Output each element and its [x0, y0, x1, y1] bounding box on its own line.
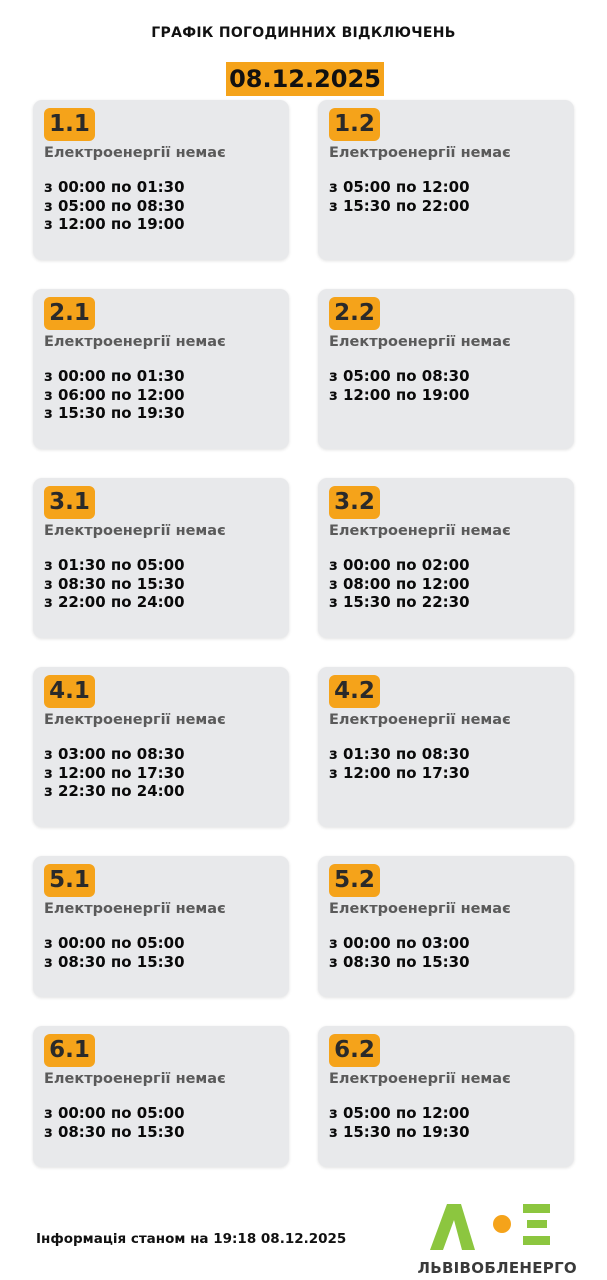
group-card-1.2: 1.2 Електроенергії немає з 05:00 по 12:0… — [318, 100, 574, 260]
outage-interval: з 01:30 по 05:00 — [44, 556, 185, 574]
group-badge: 2.2 — [329, 297, 380, 330]
outage-interval: з 00:00 по 01:30 — [44, 178, 185, 196]
group-card-3.2: 3.2 Електроенергії немає з 00:00 по 02:0… — [318, 478, 574, 638]
outage-interval: з 00:00 по 05:00 — [44, 1104, 185, 1122]
logo-text: ЛЬВІВОБЛЕНЕРГО — [417, 1259, 577, 1277]
outage-interval: з 22:00 по 24:00 — [44, 593, 185, 611]
power-status: Електроенергії немає — [44, 712, 226, 728]
outage-interval: з 00:00 по 02:00 — [329, 556, 470, 574]
group-badge: 3.2 — [329, 486, 380, 519]
group-card-6.1: 6.1 Електроенергії немає з 00:00 по 05:0… — [33, 1026, 289, 1167]
power-status: Електроенергії немає — [44, 523, 226, 539]
company-logo — [430, 1204, 550, 1250]
group-badge: 5.2 — [329, 864, 380, 897]
outage-interval: з 15:30 по 19:30 — [329, 1122, 470, 1141]
outage-interval: з 22:30 по 24:00 — [44, 782, 185, 800]
power-status: Електроенергії немає — [329, 901, 511, 917]
outage-interval: з 08:00 по 12:00 — [329, 574, 470, 593]
group-badge: 1.1 — [44, 108, 95, 141]
outage-times: з 00:00 по 05:00 з 08:30 по 15:30 — [44, 1104, 185, 1141]
outage-times: з 03:00 по 08:30 з 12:00 по 17:30 з 22:30 … — [44, 745, 185, 801]
outage-times: з 00:00 по 03:00 з 08:30 по 15:30 — [329, 934, 470, 971]
outage-interval: з 05:00 по 12:00 — [329, 178, 470, 196]
group-card-5.1: 5.1 Електроенергії немає з 00:00 по 05:0… — [33, 856, 289, 997]
outage-times: з 00:00 по 05:00 з 08:30 по 15:30 — [44, 934, 185, 971]
outage-interval: з 00:00 по 01:30 — [44, 367, 185, 385]
outage-interval: з 12:00 по 19:00 — [44, 215, 185, 233]
outage-interval: з 03:00 по 08:30 — [44, 745, 185, 763]
outage-times: з 00:00 по 02:00 з 08:00 по 12:00 з 15:30 … — [329, 556, 470, 612]
outage-times: з 01:30 по 05:00 з 08:30 по 15:30 з 22:00 … — [44, 556, 185, 612]
power-status: Електроенергії немає — [44, 1071, 226, 1087]
group-card-2.2: 2.2 Електроенергії немає з 05:00 по 08:3… — [318, 289, 574, 449]
group-card-6.2: 6.2 Електроенергії немає з 05:00 по 12:0… — [318, 1026, 574, 1167]
power-status: Електроенергії немає — [329, 712, 511, 728]
power-status: Електроенергії немає — [44, 334, 226, 350]
outage-times: з 05:00 по 12:00 з 15:30 по 22:00 — [329, 178, 470, 215]
group-badge: 6.2 — [329, 1034, 380, 1067]
outage-interval: з 08:30 по 15:30 — [329, 952, 470, 971]
outage-times: з 00:00 по 01:30 з 06:00 по 12:00 з 15:30 … — [44, 367, 185, 423]
group-card-3.1: 3.1 Електроенергії немає з 01:30 по 05:0… — [33, 478, 289, 638]
outage-times: з 05:00 по 12:00 з 15:30 по 19:30 — [329, 1104, 470, 1141]
group-badge: 6.1 — [44, 1034, 95, 1067]
outage-interval: з 08:30 по 15:30 — [44, 574, 185, 593]
page-title: ГРАФІК ПОГОДИННИХ ВІДКЛЮЧЕНЬ — [151, 25, 456, 41]
group-card-2.1: 2.1 Електроенергії немає з 00:00 по 01:3… — [33, 289, 289, 449]
group-badge: 2.1 — [44, 297, 95, 330]
date-badge: 08.12.2025 — [226, 62, 384, 96]
power-status: Електроенергії немає — [329, 1071, 511, 1087]
outage-interval: з 05:00 по 12:00 — [329, 1104, 470, 1122]
outage-interval: з 12:00 по 19:00 — [329, 385, 470, 404]
group-badge: 3.1 — [44, 486, 95, 519]
outage-interval: з 15:30 по 22:30 — [329, 593, 470, 611]
outage-interval: з 05:00 по 08:30 — [329, 367, 470, 385]
outage-interval: з 05:00 по 08:30 — [44, 196, 185, 215]
outage-interval: з 12:00 по 17:30 — [44, 763, 185, 782]
group-card-4.1: 4.1 Електроенергії немає з 03:00 по 08:3… — [33, 667, 289, 827]
power-status: Електроенергії немає — [329, 523, 511, 539]
outage-interval: з 15:30 по 22:00 — [329, 196, 470, 215]
outage-times: з 05:00 по 08:30 з 12:00 по 19:00 — [329, 367, 470, 404]
group-badge: 4.2 — [329, 675, 380, 708]
outage-interval: з 08:30 по 15:30 — [44, 952, 185, 971]
outage-interval: з 12:00 по 17:30 — [329, 763, 470, 782]
group-badge: 5.1 — [44, 864, 95, 897]
outage-interval: з 01:30 по 08:30 — [329, 745, 470, 763]
group-badge: 4.1 — [44, 675, 95, 708]
group-card-1.1: 1.1 Електроенергії немає з 00:00 по 01:3… — [33, 100, 289, 260]
group-card-4.2: 4.2 Електроенергії немає з 01:30 по 08:3… — [318, 667, 574, 827]
outage-interval: з 00:00 по 05:00 — [44, 934, 185, 952]
power-status: Електроенергії немає — [329, 334, 511, 350]
outage-times: з 01:30 по 08:30 з 12:00 по 17:30 — [329, 745, 470, 782]
outage-interval: з 00:00 по 03:00 — [329, 934, 470, 952]
outage-interval: з 08:30 по 15:30 — [44, 1122, 185, 1141]
outage-interval: з 15:30 по 19:30 — [44, 404, 185, 422]
group-card-5.2: 5.2 Електроенергії немає з 00:00 по 03:0… — [318, 856, 574, 997]
power-status: Електроенергії немає — [329, 145, 511, 161]
power-status: Електроенергії немає — [44, 145, 226, 161]
group-badge: 1.2 — [329, 108, 380, 141]
outage-times: з 00:00 по 01:30 з 05:00 по 08:30 з 12:00 … — [44, 178, 185, 234]
power-status: Електроенергії немає — [44, 901, 226, 917]
info-timestamp: Інформація станом на 19:18 08.12.2025 — [36, 1231, 347, 1247]
outage-interval: з 06:00 по 12:00 — [44, 385, 185, 404]
